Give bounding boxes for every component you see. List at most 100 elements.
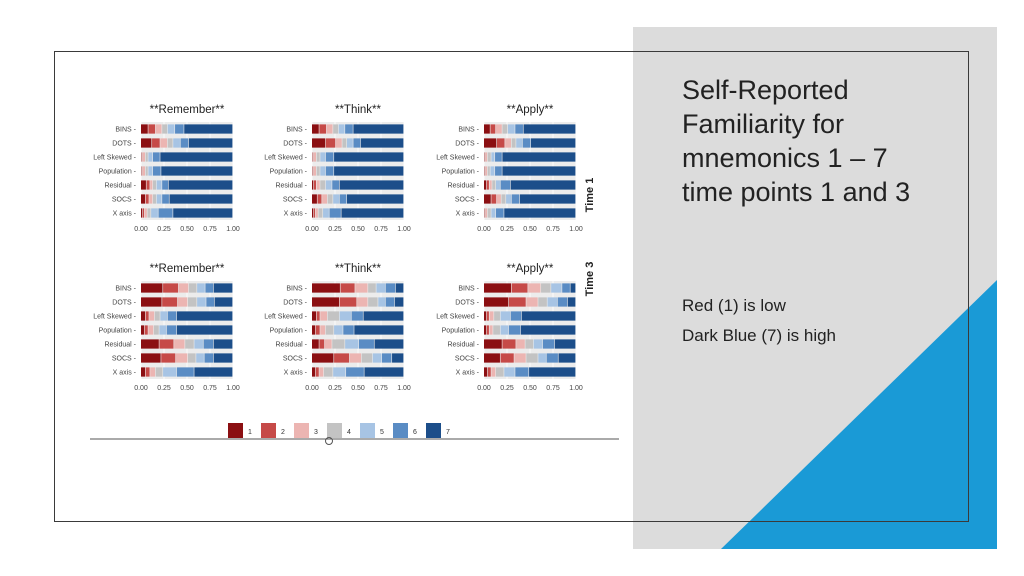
category-label: SOCS - — [455, 197, 480, 204]
bar-segment — [374, 339, 404, 349]
bar-segment — [174, 339, 185, 349]
bar-segment — [315, 208, 318, 218]
bar-segment — [511, 283, 528, 293]
bar-segment — [353, 138, 361, 148]
bar-segment — [355, 283, 368, 293]
x-tick-label: 0.50 — [523, 226, 537, 233]
bar-segment — [188, 138, 233, 148]
bar-segment — [486, 180, 489, 190]
bar-segment — [489, 311, 494, 321]
bar-segment — [486, 311, 489, 321]
bar-segment — [312, 283, 340, 293]
bar-segment — [196, 353, 204, 363]
bar-segment — [338, 124, 345, 134]
bar-segment — [317, 194, 322, 204]
bar-segment — [339, 180, 404, 190]
bar-segment — [511, 194, 520, 204]
x-tick-label: 1.00 — [226, 226, 240, 233]
category-label: Population - — [99, 169, 137, 176]
slide-title-line: time points 1 and 3 — [682, 177, 911, 207]
bar-segment — [152, 194, 157, 204]
bar-segment — [312, 325, 316, 335]
bar-segment — [152, 166, 161, 176]
category-label: Left Skewed - — [436, 155, 479, 162]
bar-segment — [332, 339, 345, 349]
bar-segment — [385, 297, 395, 307]
familiarity-chart-figure: **Remember** BINS - DOTS - Left Skewed - Pop… — [90, 104, 619, 445]
bar-segment — [313, 208, 316, 218]
resize-handle-icon — [325, 437, 333, 445]
bar-segment — [148, 124, 156, 134]
bar-segment — [339, 311, 351, 321]
category-label: X axis - — [456, 370, 480, 377]
x-tick-label: 0.50 — [351, 226, 365, 233]
bar-segment — [167, 311, 177, 321]
bar-segment — [528, 283, 541, 293]
bar-segment — [538, 353, 546, 363]
bar-segment — [204, 353, 214, 363]
bar-segment — [546, 353, 558, 363]
bar-segment — [155, 367, 163, 377]
bar-segment — [213, 353, 233, 363]
bar-segment — [312, 339, 319, 349]
bar-segment — [169, 194, 233, 204]
bar-segment — [313, 152, 316, 162]
bar-segment — [142, 166, 145, 176]
x-tick-label: 0.25 — [328, 226, 342, 233]
bar-segment — [320, 166, 326, 176]
bar-segment — [152, 138, 160, 148]
bar-segment — [504, 367, 515, 377]
bar-segment — [327, 311, 339, 321]
bar-segment — [489, 325, 493, 335]
bar-segment — [487, 152, 491, 162]
bar-segment — [502, 124, 508, 134]
bar-segment — [493, 325, 500, 335]
bar-segment — [542, 339, 555, 349]
legend-label: 6 — [413, 429, 417, 436]
bar-segment — [523, 124, 576, 134]
bar-segment — [554, 339, 576, 349]
bar-segment — [500, 353, 514, 363]
slide-title: Self-Reported Familiarity for mnemonics … — [682, 73, 972, 209]
bar-segment — [345, 339, 359, 349]
bar-segment — [176, 325, 233, 335]
category-label: Left Skewed - — [264, 155, 307, 162]
category-label: X axis - — [113, 211, 137, 218]
bar-segment — [487, 367, 491, 377]
bar-segment — [502, 166, 576, 176]
bar-segment — [153, 325, 159, 335]
category-label: Residual - — [104, 342, 136, 349]
legend-label: 7 — [446, 429, 450, 436]
category-label: Residual - — [104, 183, 136, 190]
bar-segment — [489, 180, 492, 190]
bar-segment — [501, 194, 506, 204]
bar-segment — [312, 138, 326, 148]
panel-title: **Remember** — [150, 263, 225, 275]
category-label: Population - — [99, 328, 137, 335]
bar-segment — [340, 283, 355, 293]
x-tick-label: 0.50 — [180, 385, 194, 392]
bar-segment — [526, 353, 538, 363]
category-label: Population - — [270, 169, 308, 176]
category-label: SOCS - — [112, 197, 137, 204]
category-label: DOTS - — [283, 300, 307, 307]
bar-segment — [175, 353, 188, 363]
bar-segment — [496, 138, 505, 148]
bar-segment — [324, 339, 332, 349]
bar-segment — [185, 339, 194, 349]
bar-segment — [334, 152, 404, 162]
content-frame — [54, 51, 969, 522]
bar-segment — [358, 339, 374, 349]
category-label: Residual - — [447, 342, 479, 349]
bar-segment — [376, 283, 385, 293]
x-tick-label: 0.00 — [134, 226, 148, 233]
bar-segment — [342, 138, 347, 148]
bar-segment — [146, 180, 150, 190]
bar-segment — [378, 297, 385, 307]
bar-segment — [368, 297, 378, 307]
bar-segment — [385, 283, 396, 293]
bar-segment — [184, 124, 233, 134]
bar-segment — [312, 311, 316, 321]
bar-segment — [161, 353, 176, 363]
